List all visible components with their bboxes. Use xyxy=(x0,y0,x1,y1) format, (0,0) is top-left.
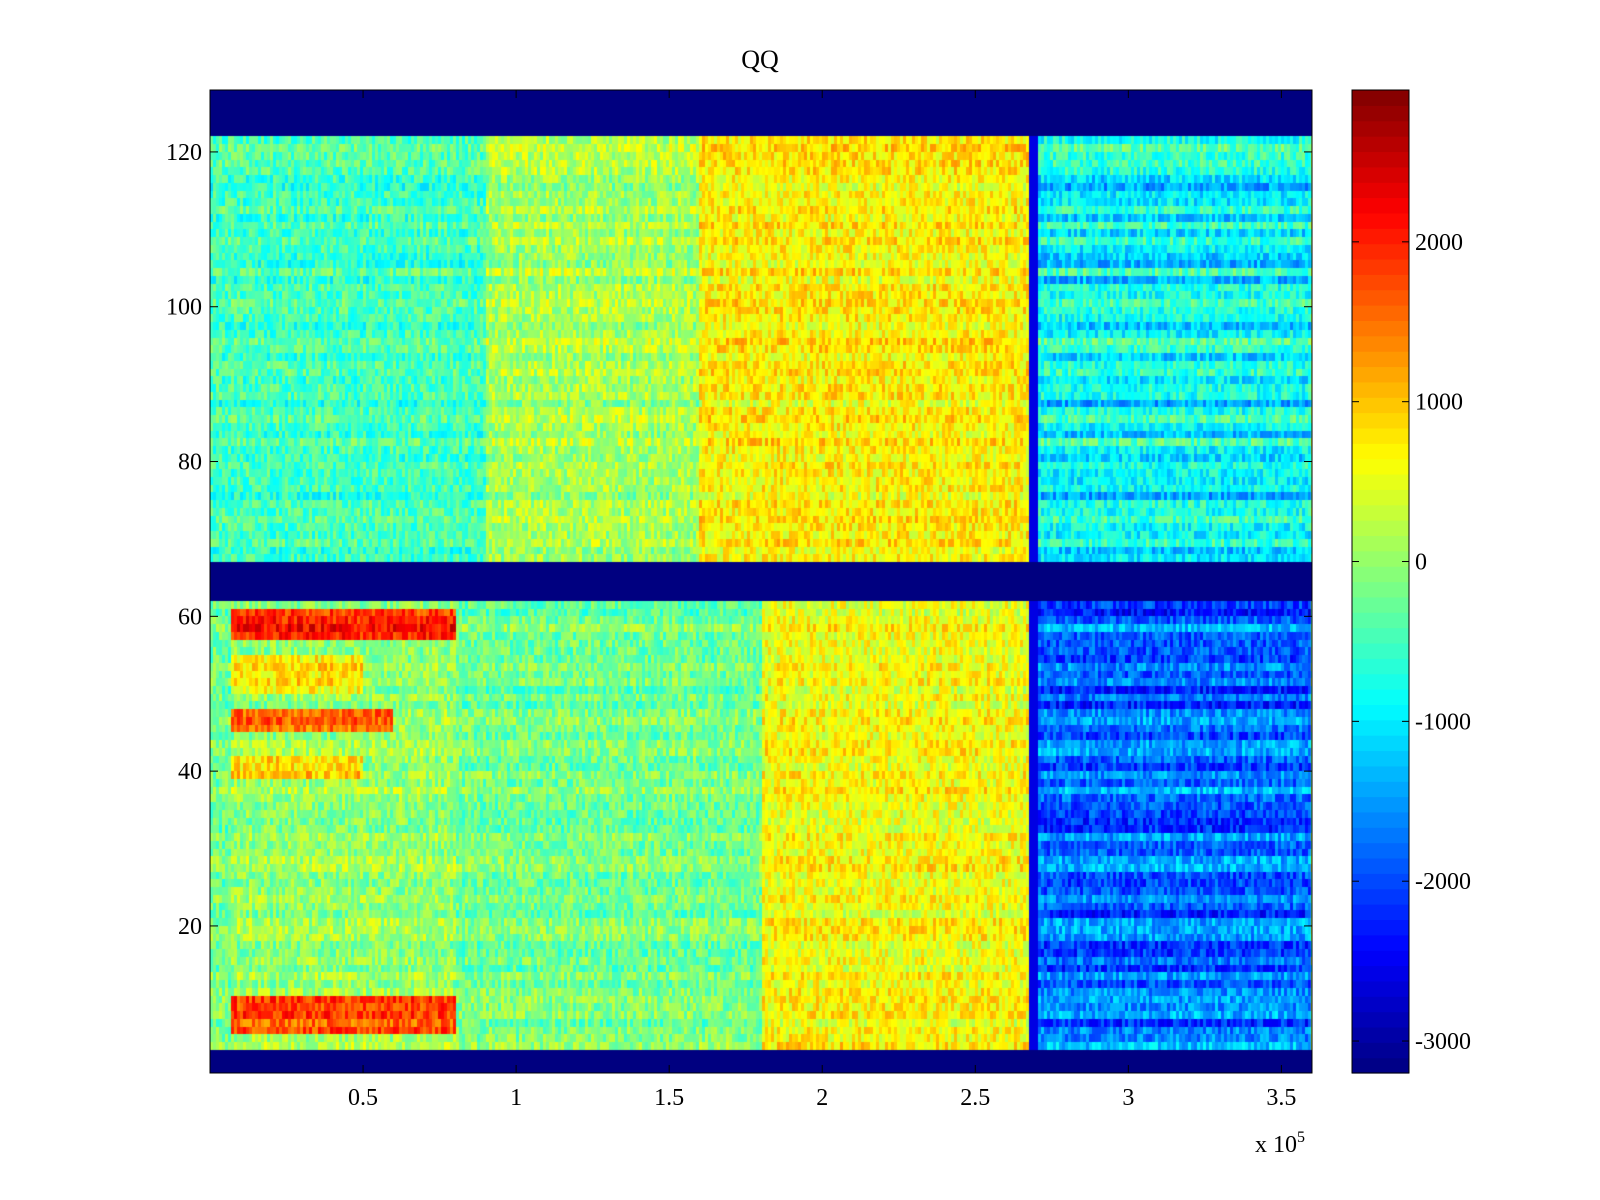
colorbar-tick-label: -3000 xyxy=(1415,1029,1471,1055)
y-tick-label: 40 xyxy=(178,759,202,785)
colorbar-swatch xyxy=(1352,796,1409,813)
x-axis-multiplier: x 105 xyxy=(1255,1129,1305,1158)
colorbar-swatch xyxy=(1352,842,1409,859)
x-tick-label: 3 xyxy=(1122,1085,1134,1111)
colorbar-swatch xyxy=(1352,458,1409,475)
heatmap-cells xyxy=(210,90,1312,1073)
colorbar-swatch xyxy=(1352,673,1409,690)
plot-area xyxy=(210,90,1312,1073)
x-axis-multiplier-exponent: 5 xyxy=(1297,1129,1305,1146)
x-tick-label: 2.5 xyxy=(960,1085,990,1111)
colorbar-swatch xyxy=(1352,1011,1409,1028)
colorbar xyxy=(1352,90,1409,1074)
colorbar-tick-label: -1000 xyxy=(1415,709,1471,735)
colorbar-swatch xyxy=(1352,1057,1409,1074)
colorbar-swatch xyxy=(1352,320,1409,337)
y-tick-label: 20 xyxy=(178,914,202,940)
colorbar-swatch xyxy=(1352,581,1409,598)
colorbar-axis: 2000 1000 0 -1000 -2000 -3000 xyxy=(1352,230,1471,1055)
colorbar-swatch xyxy=(1352,827,1409,844)
colorbar-swatch xyxy=(1352,473,1409,490)
x-tick-label: 0.5 xyxy=(348,1085,378,1111)
plot-frame xyxy=(209,89,1313,1074)
colorbar-swatch xyxy=(1352,642,1409,659)
colorbar-swatch xyxy=(1352,489,1409,506)
x-tick-label: 1.5 xyxy=(654,1085,684,1111)
colorbar-tick-label: 1000 xyxy=(1415,390,1463,416)
colorbar-swatch xyxy=(1352,873,1409,890)
colorbar-swatch xyxy=(1352,596,1409,613)
colorbar-tick-label: -2000 xyxy=(1415,869,1471,895)
colorbar-swatch xyxy=(1352,1026,1409,1043)
colorbar-swatch xyxy=(1352,904,1409,921)
y-axis: 20 40 60 80 100 120 xyxy=(166,140,1312,940)
x-tick-label: 2 xyxy=(816,1085,828,1111)
colorbar-swatch xyxy=(1352,105,1409,122)
colorbar-swatch xyxy=(1352,566,1409,583)
colorbar-swatch xyxy=(1352,781,1409,798)
colorbar-swatch xyxy=(1352,520,1409,537)
colorbar-swatch xyxy=(1352,996,1409,1013)
colorbar-swatch xyxy=(1352,888,1409,905)
colorbar-swatch xyxy=(1352,335,1409,352)
colorbar-swatch xyxy=(1352,627,1409,644)
colorbar-swatch xyxy=(1352,980,1409,997)
y-tick-label: 100 xyxy=(166,295,202,321)
colorbar-swatch xyxy=(1352,612,1409,629)
colorbar-swatch xyxy=(1352,735,1409,752)
x-tick-label: 1 xyxy=(510,1085,522,1111)
colorbar-tick-label: 0 xyxy=(1415,550,1427,576)
colorbar-swatch xyxy=(1352,750,1409,767)
colorbar-swatch xyxy=(1352,212,1409,229)
colorbar-swatch xyxy=(1352,550,1409,567)
colorbar-swatch xyxy=(1352,689,1409,705)
x-tick-label: 3.5 xyxy=(1266,1085,1296,1111)
colorbar-swatch xyxy=(1352,427,1409,444)
colorbar-swatch xyxy=(1352,351,1409,368)
colorbar-swatch xyxy=(1352,274,1409,291)
colorbar-swatch xyxy=(1352,535,1409,552)
colorbar-frame xyxy=(1351,89,1410,1074)
colorbar-swatch xyxy=(1352,811,1409,828)
colorbar-swatch xyxy=(1352,1042,1409,1059)
colorbar-swatch xyxy=(1352,765,1409,782)
colorbar-swatch xyxy=(1352,243,1409,260)
colorbar-swatch xyxy=(1352,443,1409,460)
y-tick-label: 60 xyxy=(178,604,202,630)
colorbar-swatch xyxy=(1352,381,1409,398)
colorbar-swatch xyxy=(1352,136,1409,153)
colorbar-swatch xyxy=(1352,258,1409,275)
colorbar-swatch xyxy=(1352,397,1409,414)
colorbar-swatch xyxy=(1352,305,1409,321)
x-axis: 0.5 1 1.5 2 2.5 3 3.5 xyxy=(348,90,1296,1111)
colorbar-swatch xyxy=(1352,965,1409,982)
colorbar-swatch xyxy=(1352,412,1409,429)
colorbar-swatch xyxy=(1352,504,1409,521)
colorbar-swatch xyxy=(1352,719,1409,736)
colorbar-swatch xyxy=(1352,658,1409,675)
colorbar-swatch xyxy=(1352,120,1409,137)
colorbar-swatch xyxy=(1352,289,1409,306)
colorbar-tick-label: 2000 xyxy=(1415,230,1463,256)
colorbar-swatch xyxy=(1352,704,1409,721)
colorbar-swatch xyxy=(1352,934,1409,951)
colorbar-swatch xyxy=(1352,182,1409,199)
colorbar-swatch xyxy=(1352,919,1409,936)
y-tick-label: 80 xyxy=(178,450,202,476)
colorbar-swatch xyxy=(1352,857,1409,874)
colorbar-swatch xyxy=(1352,197,1409,214)
colorbar-swatch xyxy=(1352,151,1409,168)
chart-title: QQ xyxy=(741,45,779,74)
y-tick-label: 120 xyxy=(166,140,202,166)
colorbar-swatch xyxy=(1352,166,1409,183)
colorbar-swatch xyxy=(1352,90,1409,106)
colorbar-swatch xyxy=(1352,950,1409,967)
colorbar-swatch xyxy=(1352,228,1409,245)
colorbar-swatch xyxy=(1352,366,1409,383)
x-axis-multiplier-base: x 10 xyxy=(1255,1132,1297,1158)
